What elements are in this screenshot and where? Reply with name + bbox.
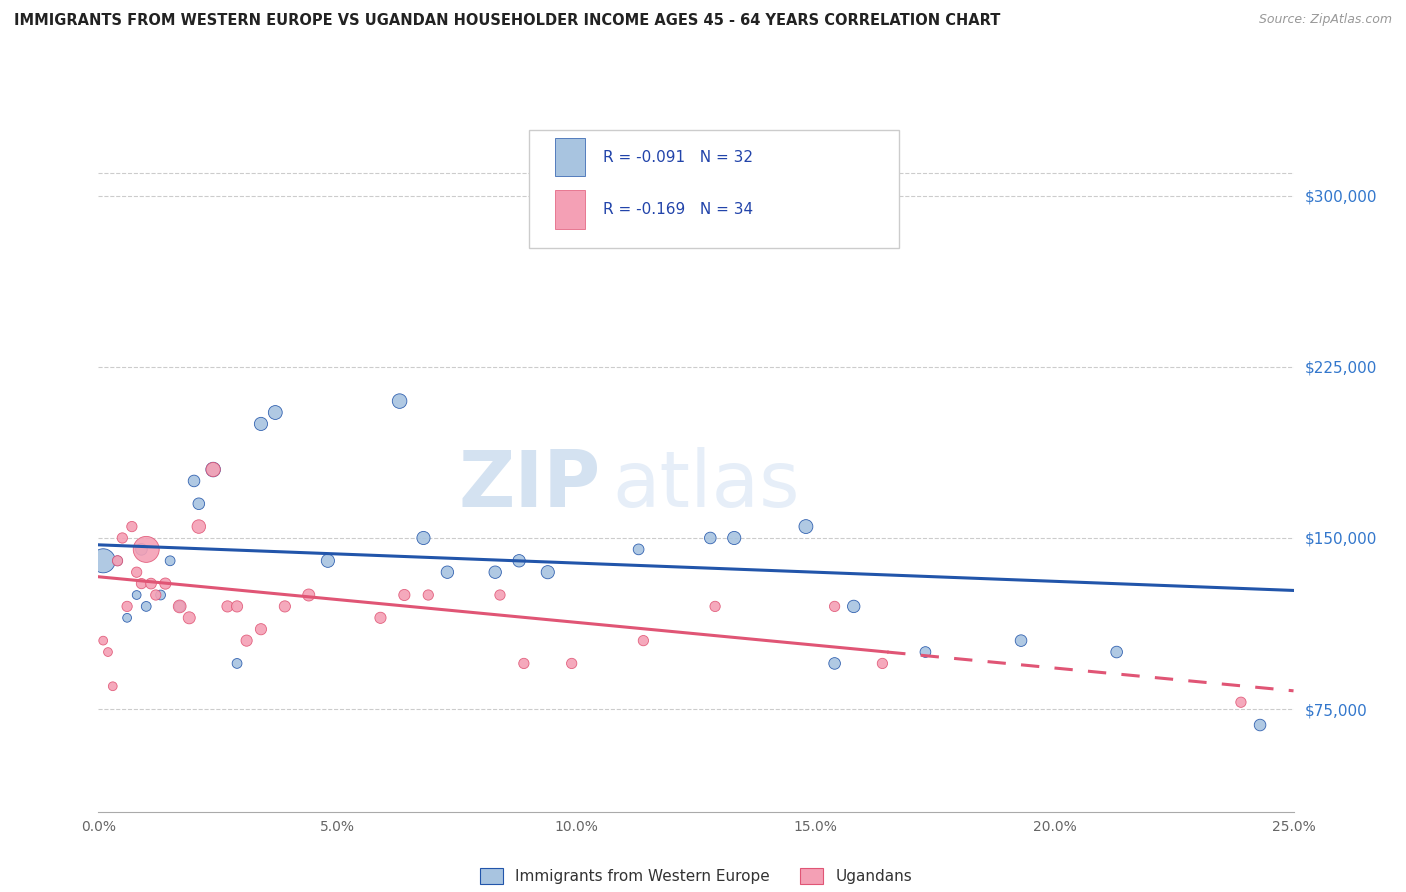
Point	[1249, 718, 1271, 732]
FancyBboxPatch shape	[529, 130, 900, 248]
Point	[139, 576, 162, 591]
Point	[183, 474, 205, 488]
Point	[121, 519, 143, 533]
Point	[97, 645, 120, 659]
FancyBboxPatch shape	[555, 138, 585, 177]
Point	[508, 554, 530, 568]
Point	[824, 599, 846, 614]
Point	[489, 588, 512, 602]
Point	[633, 633, 655, 648]
Point	[316, 554, 339, 568]
Point	[235, 633, 257, 648]
Point	[101, 679, 124, 693]
Point	[824, 657, 846, 671]
Point	[394, 588, 416, 602]
Point	[149, 588, 172, 602]
Point	[115, 599, 138, 614]
Point	[187, 497, 209, 511]
Point	[436, 565, 458, 579]
Point	[723, 531, 745, 545]
Point	[484, 565, 506, 579]
Point	[115, 611, 138, 625]
Point	[111, 531, 134, 545]
Point	[561, 657, 583, 671]
Legend: Immigrants from Western Europe, Ugandans: Immigrants from Western Europe, Ugandans	[479, 868, 912, 884]
Point	[914, 645, 936, 659]
Point	[187, 519, 209, 533]
Point	[412, 531, 434, 545]
Point	[169, 599, 191, 614]
Point	[250, 417, 273, 431]
Text: R = -0.091   N = 32: R = -0.091 N = 32	[603, 150, 752, 165]
Point	[1010, 633, 1032, 648]
Point	[298, 588, 321, 602]
Point	[135, 542, 157, 557]
Point	[145, 588, 167, 602]
Text: Source: ZipAtlas.com: Source: ZipAtlas.com	[1258, 13, 1392, 27]
Point	[388, 394, 411, 409]
Point	[842, 599, 865, 614]
Point	[704, 599, 727, 614]
Point	[274, 599, 297, 614]
Point	[159, 554, 181, 568]
Point	[202, 462, 225, 476]
Text: R = -0.169   N = 34: R = -0.169 N = 34	[603, 202, 752, 217]
Point	[627, 542, 650, 557]
Point	[370, 611, 392, 625]
Point	[226, 599, 249, 614]
Point	[169, 599, 191, 614]
Text: atlas: atlas	[613, 447, 800, 523]
Point	[107, 554, 129, 568]
Point	[202, 462, 225, 476]
Point	[226, 657, 249, 671]
Text: ZIP: ZIP	[458, 447, 600, 523]
Point	[1230, 695, 1253, 709]
Point	[1105, 645, 1128, 659]
Point	[537, 565, 560, 579]
Point	[418, 588, 440, 602]
Point	[179, 611, 201, 625]
Point	[155, 576, 177, 591]
Point	[131, 576, 153, 591]
Point	[125, 565, 148, 579]
Point	[264, 405, 287, 419]
Point	[250, 622, 273, 636]
Point	[794, 519, 817, 533]
Point	[131, 542, 153, 557]
Point	[217, 599, 239, 614]
Point	[699, 531, 721, 545]
Point	[91, 633, 114, 648]
Text: IMMIGRANTS FROM WESTERN EUROPE VS UGANDAN HOUSEHOLDER INCOME AGES 45 - 64 YEARS : IMMIGRANTS FROM WESTERN EUROPE VS UGANDA…	[14, 13, 1001, 29]
Point	[125, 588, 148, 602]
Point	[135, 599, 157, 614]
Point	[513, 657, 536, 671]
Point	[91, 554, 114, 568]
Point	[872, 657, 894, 671]
FancyBboxPatch shape	[555, 190, 585, 228]
Point	[107, 554, 129, 568]
